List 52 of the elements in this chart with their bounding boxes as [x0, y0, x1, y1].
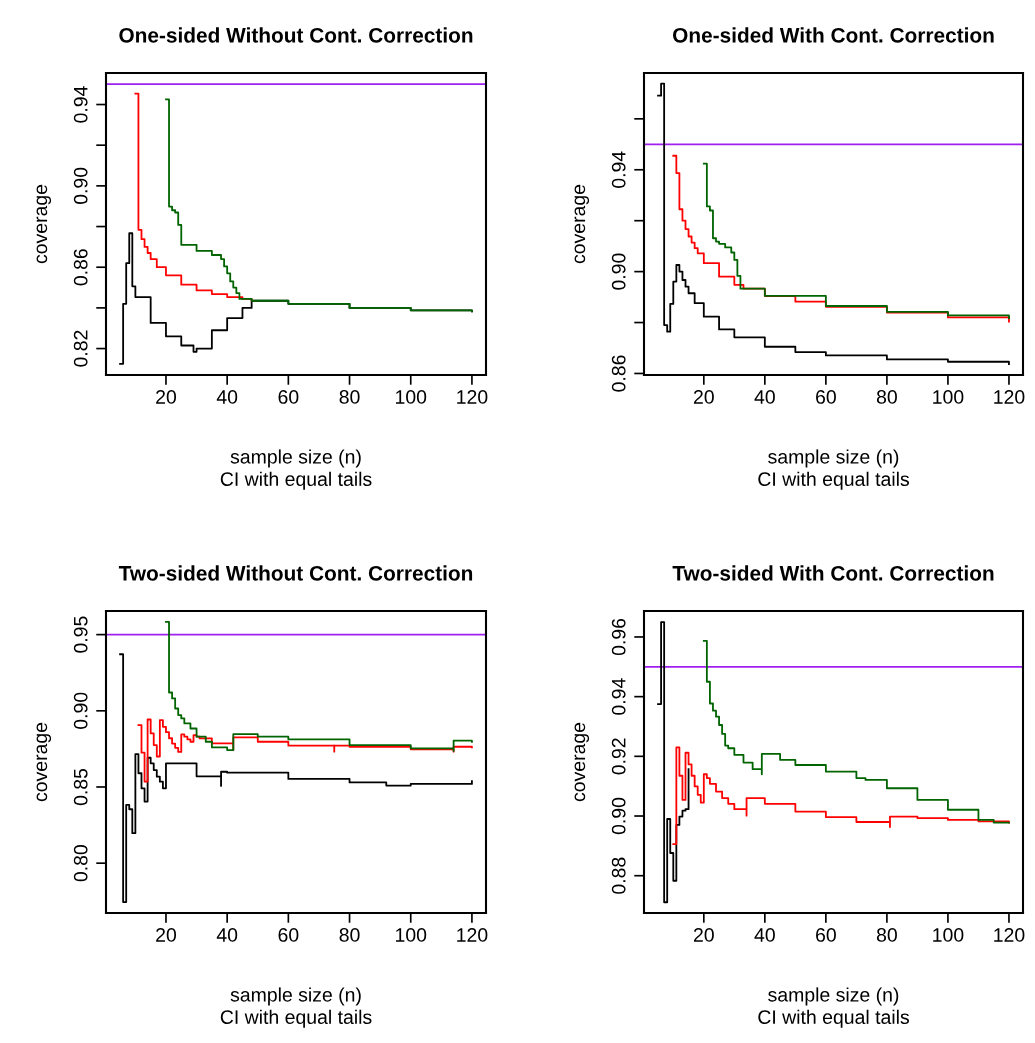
y-tick-label: 0.92 [611, 738, 626, 775]
y-tick-label: 0.82 [73, 330, 88, 367]
x-axis-title: sample size (n) CI with equal tails [758, 987, 909, 1028]
y-axis-title: coverage [574, 184, 590, 264]
y-tick-label: 0.90 [73, 692, 88, 729]
chart-title: One-sided Without Cont. Correction [119, 27, 473, 43]
x-tick-label: 120 [457, 390, 488, 404]
y-tick-label: 0.90 [611, 797, 626, 835]
y-tick-label: 0.94 [611, 151, 626, 188]
chart-title: Two-sided Without Cont. Correction [118, 565, 473, 581]
x-axis-title: sample size (n) CI with equal tails [220, 987, 372, 1028]
y-axis-title: coverage [36, 722, 52, 802]
x-tick-label: 120 [457, 928, 488, 942]
y-tick-label: 0.86 [611, 355, 626, 392]
x-tick-label: 60 [816, 390, 836, 404]
x-axis-title: sample size (n) CI with equal tails [758, 449, 909, 490]
x-tick-label: 60 [278, 928, 299, 942]
y-tick-label: 0.96 [611, 618, 626, 656]
x-tick-label: 40 [754, 390, 775, 404]
chart-title: Two-sided With Cont. Correction [672, 565, 994, 581]
x-tick-label: 20 [156, 390, 177, 404]
x-axis-title: sample size (n) CI with equal tails [220, 449, 372, 490]
y-tick-label: 0.94 [73, 86, 88, 123]
x-tick-label: 60 [816, 928, 836, 942]
x-tick-label: 80 [876, 928, 897, 942]
y-tick-label: 0.95 [73, 616, 88, 653]
x-tick-label: 80 [339, 928, 360, 942]
x-tick-label: 40 [216, 928, 238, 942]
x-tick-label: 40 [754, 928, 775, 942]
x-tick-label: 60 [278, 390, 299, 404]
x-tick-label: 100 [933, 390, 964, 404]
x-tick-label: 20 [693, 390, 714, 404]
y-axis-title: coverage [36, 184, 52, 264]
y-tick-label: 0.86 [73, 249, 88, 286]
x-tick-label: 80 [876, 390, 897, 404]
x-tick-label: 20 [156, 928, 177, 942]
x-tick-label: 100 [396, 928, 427, 942]
chart-title: One-sided With Cont. Correction [673, 27, 994, 43]
y-tick-label: 0.88 [611, 857, 626, 894]
x-tick-label: 20 [693, 928, 714, 942]
y-tick-label: 0.90 [611, 253, 626, 290]
y-tick-label: 0.94 [611, 678, 626, 715]
y-tick-label: 0.85 [73, 768, 88, 806]
y-axis-title: coverage [574, 722, 590, 802]
x-tick-label: 120 [994, 928, 1025, 942]
x-tick-label: 120 [994, 390, 1025, 404]
x-tick-label: 100 [933, 928, 964, 942]
y-tick-label: 0.80 [73, 845, 88, 882]
x-tick-label: 40 [216, 390, 238, 404]
y-tick-label: 0.90 [73, 167, 88, 205]
x-tick-label: 80 [339, 390, 360, 404]
x-tick-label: 100 [396, 390, 427, 404]
